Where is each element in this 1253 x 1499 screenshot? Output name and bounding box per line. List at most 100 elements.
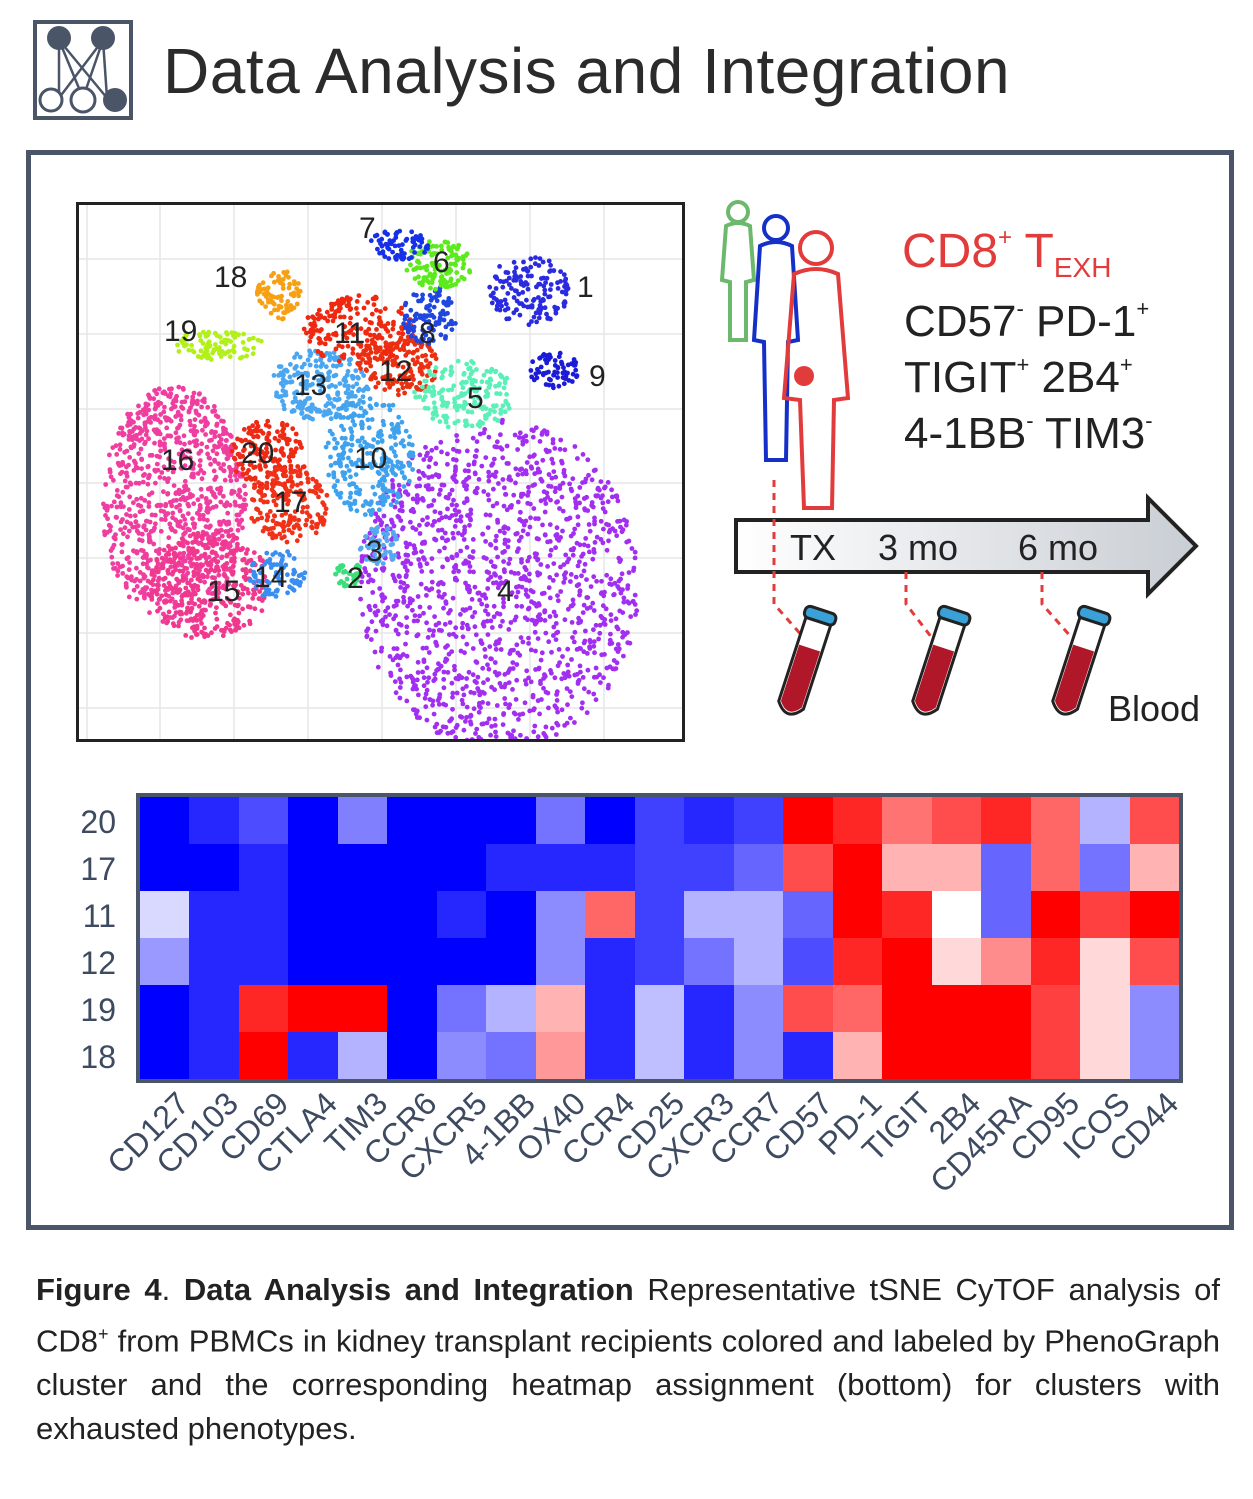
heatmap-cell-11-OX40 (535, 891, 586, 938)
heatmap-cell-18-CD103 (189, 1032, 239, 1079)
heatmap-cell-18-2B4 (931, 1032, 982, 1079)
heatmap-row-label: 17 (80, 851, 116, 887)
heatmap-cell-19-CD57 (783, 985, 833, 1032)
heatmap-row-label: 19 (80, 992, 116, 1028)
heatmap-cell-12-PD-1 (832, 938, 883, 985)
heatmap-cell-18-ICOS (1080, 1032, 1130, 1079)
tsne-cluster-label: 2 (347, 562, 364, 595)
heatmap-cell-17-CCR7 (733, 844, 784, 891)
heatmap-row-label: 11 (82, 898, 116, 934)
heatmap-row-label: 18 (80, 1039, 116, 1075)
marker-line-1: CD57- PD-1+ (904, 296, 1150, 346)
heatmap-cell-12-CD45RA (981, 938, 1031, 985)
texh-title: CD8+ TEXH (902, 224, 1112, 283)
timeline-label-tx: TX (790, 527, 837, 568)
heatmap-cell-20-4-1BB (486, 797, 536, 844)
tsne-cluster-13 (271, 348, 371, 422)
heatmap-cell-17-CD57 (783, 844, 833, 891)
heatmap-cell-19-CXCR5 (436, 985, 487, 1032)
heatmap-cell-11-CD25 (634, 891, 685, 938)
heatmap-cell-17-CTLA4 (288, 844, 338, 891)
tsne-cluster-label: 14 (254, 561, 287, 594)
heatmap-cell-11-4-1BB (486, 891, 536, 938)
heatmap-cell-11-2B4 (931, 891, 982, 938)
heatmap-cell-17-OX40 (535, 844, 586, 891)
tsne-cluster-18 (254, 269, 303, 322)
heatmap-cell-12-CD25 (634, 938, 685, 985)
tsne-cluster-19 (175, 329, 264, 362)
heatmap-cell-11-CCR7 (733, 891, 784, 938)
heatmap-cell-11-CXCR5 (436, 891, 487, 938)
heatmap-cell-17-CD44 (1129, 844, 1179, 891)
patient-timeline-illustration (700, 190, 1220, 750)
tsne-cluster-10 (323, 396, 416, 517)
heatmap-cell-18-CXCR3 (684, 1032, 734, 1079)
heatmap-cell-20-CCR7 (733, 797, 784, 844)
heatmap-cell-18-CD44 (1129, 1032, 1179, 1079)
heatmap-cell-18-CD95 (1030, 1032, 1081, 1079)
heatmap-cell-18-OX40 (535, 1032, 586, 1079)
tsne-cluster-label: 5 (467, 382, 484, 415)
tsne-cluster-label: 4 (497, 575, 514, 608)
heatmap-cell-12-CD44 (1129, 938, 1179, 985)
heatmap-cell-11-CD57 (783, 891, 833, 938)
heatmap-cell-12-CD95 (1030, 938, 1081, 985)
heatmap-cell-11-CCR6 (387, 891, 437, 938)
tsne-plot: 1 2 3 4 5 6 7 8 9 10 11 12 13 14 15 16 17 18 19 20 (76, 202, 685, 742)
heatmap-cell-19-2B4 (931, 985, 982, 1032)
heatmap-cell-12-CD103 (189, 938, 239, 985)
tsne-cluster-6 (404, 239, 473, 292)
heatmap-cell-12-4-1BB (486, 938, 536, 985)
heatmap-cell-12-CD69 (238, 938, 289, 985)
tsne-cluster-label: 11 (334, 317, 365, 350)
timeline-label-6mo: 6 mo (1018, 527, 1099, 568)
tsne-cluster-3 (357, 525, 400, 567)
heatmap-cell-19-TIGIT (882, 985, 932, 1032)
tsne-cluster-4 (358, 417, 640, 739)
tsne-cluster-16 (101, 384, 249, 626)
person-green-icon (719, 200, 757, 342)
heatmap-cell-11-CD45RA (981, 891, 1031, 938)
heatmap-cell-19-CD69 (238, 985, 289, 1032)
heatmap-cell-18-CD45RA (981, 1032, 1031, 1079)
heatmap-cell-19-PD-1 (832, 985, 883, 1032)
heatmap-row-label: 12 (80, 945, 116, 981)
heatmap-cell-20-CCR6 (387, 797, 437, 844)
person-blue-icon (751, 214, 801, 462)
heatmap-cell-18-CD127 (140, 1032, 190, 1079)
heatmap-cell-11-CTLA4 (288, 891, 338, 938)
heatmap-cell-12-CXCR5 (436, 938, 487, 985)
logo-graphic (38, 26, 127, 114)
tsne-cluster-label: 3 (366, 535, 383, 568)
heatmap-cell-20-TIM3 (337, 797, 388, 844)
heatmap-cell-20-CXCR3 (684, 797, 734, 844)
heatmap-cell-20-ICOS (1080, 797, 1130, 844)
heatmap-cell-19-OX40 (535, 985, 586, 1032)
timeline-label-3mo: 3 mo (878, 527, 959, 568)
heatmap-cell-18-CCR4 (585, 1032, 635, 1079)
heatmap-cell-18-CD69 (238, 1032, 289, 1079)
heatmap-cell-18-4-1BB (486, 1032, 536, 1079)
tsne-cluster-5 (412, 358, 512, 430)
heatmap-cell-18-TIGIT (882, 1032, 932, 1079)
blood-tube-icon-2 (911, 604, 972, 716)
heatmap-cell-11-CXCR3 (684, 891, 734, 938)
person-red-icon (781, 230, 851, 510)
heatmap-cell-20-CD25 (634, 797, 685, 844)
heatmap-cell-12-CTLA4 (288, 938, 338, 985)
heatmap-cell-11-CD95 (1030, 891, 1081, 938)
heatmap-cell-20-CXCR5 (436, 797, 487, 844)
tsne-cluster-label: 16 (161, 444, 194, 477)
heatmap-cell-19-CCR4 (585, 985, 635, 1032)
heatmap-cell-17-CXCR5 (436, 844, 487, 891)
heatmap-cell-17-PD-1 (832, 844, 883, 891)
tsne-cluster-label: 7 (359, 212, 376, 245)
heatmap-cell-19-CD127 (140, 985, 190, 1032)
heatmap-cell-12-CCR7 (733, 938, 784, 985)
tsne-cluster-9 (528, 350, 580, 391)
tsne-cluster-8 (401, 285, 458, 347)
heatmap-cell-17-CD69 (238, 844, 289, 891)
heatmap-cell-18-CD57 (783, 1032, 833, 1079)
heatmap-cell-12-CXCR3 (684, 938, 734, 985)
heatmap-cell-18-CCR7 (733, 1032, 784, 1079)
